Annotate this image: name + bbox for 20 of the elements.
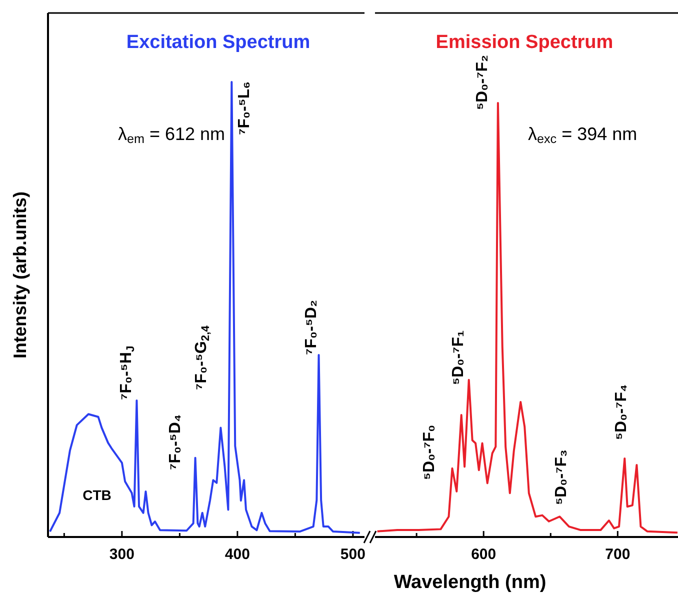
annotation: ⁷F₀-⁵D₂ — [303, 300, 320, 355]
annotation: λ$_{em}$ = 612 nm — [118, 124, 226, 146]
chart-title: Excitation Spectrum — [126, 32, 310, 53]
annotation: ⁵D₀-⁷F₃ — [553, 450, 570, 505]
annotation: ⁵D₀-⁷F₀ — [421, 424, 438, 480]
x-axis-title: Wavelength (nm) — [394, 572, 546, 593]
annotation: λ$_{exc}$ = 394 nm — [528, 124, 638, 146]
x-tick-label: 700 — [605, 546, 630, 563]
x-tick-label: 500 — [340, 546, 366, 563]
x-tick-label: 400 — [224, 546, 250, 563]
chart-title: Emission Spectrum — [436, 32, 614, 53]
annotation: ⁵D₀-⁷F₄ — [613, 384, 630, 440]
x-tick-label: 300 — [109, 546, 134, 563]
annotation: ⁷F₀-⁵L₆ — [236, 82, 253, 135]
annotation: ⁷F₀-⁵D₄ — [167, 414, 184, 470]
annotation: ⁵D₀-⁷F₁ — [450, 330, 467, 385]
x-tick-label: 600 — [471, 546, 496, 563]
y-axis-title: Intensity (arb.units) — [10, 191, 30, 359]
annotation: CTB — [82, 487, 112, 503]
annotation: ⁵D₀-⁷F₂ — [474, 54, 491, 110]
